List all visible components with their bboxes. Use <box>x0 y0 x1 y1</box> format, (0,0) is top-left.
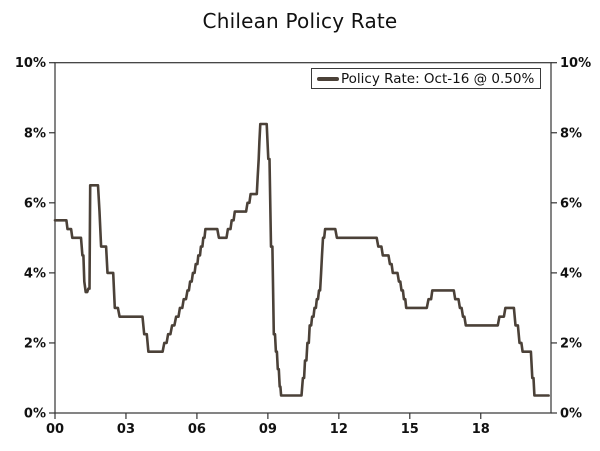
x-axis-label: 00 <box>46 422 64 437</box>
y-axis-label-right: 4% <box>560 266 582 281</box>
plot-frame <box>54 62 552 414</box>
x-axis-label: 09 <box>259 422 277 437</box>
y-axis-label-left: 6% <box>24 196 46 211</box>
x-axis-label: 18 <box>472 422 490 437</box>
legend-label: Policy Rate: Oct-16 @ 0.50% <box>341 70 535 87</box>
y-axis-label-left: 8% <box>24 126 46 141</box>
legend: Policy Rate: Oct-16 @ 0.50% <box>311 68 542 89</box>
chart-title: Chilean Policy Rate <box>202 9 398 33</box>
y-axis-label-right: 6% <box>560 196 582 211</box>
x-axis-label: 12 <box>330 422 348 437</box>
y-axis-label-right: 0% <box>560 407 582 422</box>
y-axis-label-right: 8% <box>560 126 582 141</box>
y-axis-label-left: 10% <box>15 56 46 71</box>
y-axis-label-right: 2% <box>560 336 582 351</box>
policy-rate-line <box>53 122 550 397</box>
y-axis-label-right: 10% <box>560 56 591 71</box>
y-axis-label-left: 4% <box>24 266 46 281</box>
legend-line-swatch <box>317 76 339 81</box>
x-axis-label: 03 <box>117 422 135 437</box>
y-axis-label-left: 2% <box>24 336 46 351</box>
x-axis-label: 06 <box>188 422 206 437</box>
y-axis-label-left: 0% <box>24 407 46 422</box>
x-axis-label: 15 <box>401 422 419 437</box>
